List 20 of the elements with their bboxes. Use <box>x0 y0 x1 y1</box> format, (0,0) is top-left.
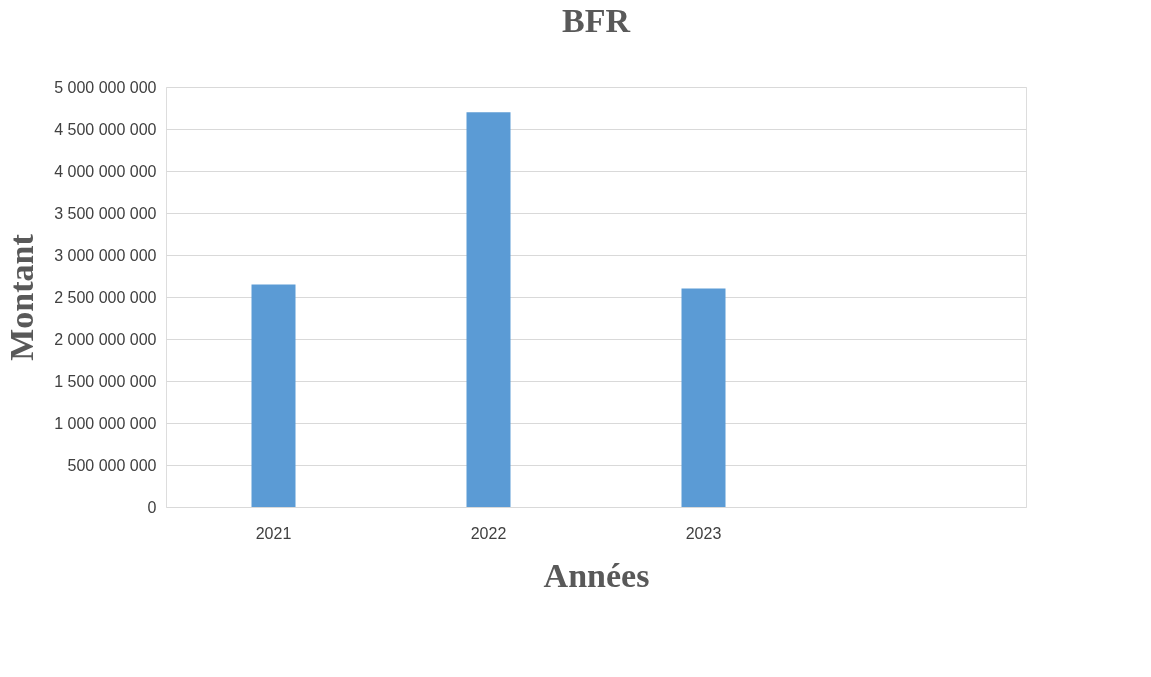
y-tick-label: 3 000 000 000 <box>54 246 157 264</box>
bar <box>466 112 511 507</box>
y-tick-label: 4 000 000 000 <box>54 162 157 180</box>
y-tick-label: 5 000 000 000 <box>54 78 157 96</box>
bar <box>251 284 296 507</box>
y-tick-label: 1 500 000 000 <box>54 372 157 390</box>
y-tick-label: 0 <box>147 498 157 516</box>
x-axis-title: Années <box>543 556 650 594</box>
y-tick-label: 2 500 000 000 <box>54 288 157 306</box>
chart-title: BFR <box>562 2 631 39</box>
y-tick-label: 500 000 000 <box>67 456 157 474</box>
x-tick-label: 2023 <box>685 524 722 542</box>
y-tick-label: 3 500 000 000 <box>54 204 157 222</box>
y-tick-label: 4 500 000 000 <box>54 120 157 138</box>
y-axis-title: Montant <box>3 233 41 361</box>
x-tick-label: 2021 <box>255 524 292 542</box>
x-tick-label: 2022 <box>470 524 507 542</box>
bar <box>681 288 726 507</box>
y-tick-label: 1 000 000 000 <box>54 414 157 432</box>
y-tick-label: 2 000 000 000 <box>54 330 157 348</box>
